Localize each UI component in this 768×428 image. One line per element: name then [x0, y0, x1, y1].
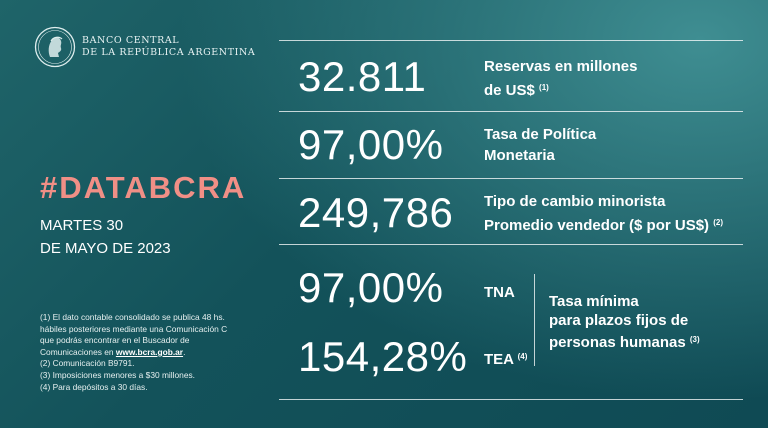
tasa-politica-label-line2: Monetaria	[484, 147, 555, 164]
plazos-fijos-line2: para plazos fijos de	[549, 312, 689, 329]
plazos-fijos-line1: Tasa mínima	[549, 293, 639, 310]
bcra-website-link[interactable]: www.bcra.gob.ar	[115, 346, 184, 357]
footnote-4: (4) Para depósitos a 30 días.	[40, 381, 148, 392]
footnote-1-suffix: .	[183, 346, 186, 357]
reservas-value: 32.811	[298, 53, 427, 100]
bcra-logo: BANCO CENTRAL DE LA REPÚBLICA ARGENTINA	[34, 26, 255, 68]
reservas-label-line1: Reservas en millones	[484, 58, 638, 75]
plazos-fijos-line3-text: personas humanas	[549, 334, 686, 351]
footnote-1-line4: Comunicaciones en www.bcra.gob.ar.	[40, 347, 265, 359]
divider-top	[279, 40, 743, 41]
tipo-cambio-note: (2)	[713, 218, 723, 227]
divider-2	[279, 178, 743, 179]
tasa-politica-value: 97,00%	[298, 121, 444, 168]
bcra-name-line1: BANCO CENTRAL	[82, 35, 180, 46]
footnote-1-line3: que podrás encontrar en el Buscador de	[40, 335, 190, 346]
tna-label: TNA	[484, 284, 515, 301]
plazos-fijos-note: (3)	[689, 335, 700, 344]
reservas-label: Reservas en millones de US$ (1)	[484, 56, 637, 101]
plazos-fijos-line3: personas humanas (3)	[549, 330, 700, 352]
tea-label-text: TEA	[484, 351, 514, 368]
divider-3	[279, 244, 743, 245]
tna-value: 97,00%	[298, 264, 444, 311]
reservas-note: (1)	[539, 83, 549, 92]
tipo-cambio-value: 249,786	[298, 189, 454, 236]
tipo-cambio-label: Tipo de cambio minorista Promedio vended…	[484, 191, 723, 236]
divider-1	[279, 111, 743, 112]
footnotes: (1) El dato contable consolidado se publ…	[40, 312, 265, 393]
tea-label: TEA (4)	[484, 346, 527, 370]
footnote-1-line2: hábiles posteriores mediante una Comunic…	[40, 323, 228, 334]
plazos-fijos-label: Tasa mínima para plazos fijos de persona…	[549, 292, 700, 352]
footnote-3: (3) Imposiciones menores a $30 millones.	[40, 369, 196, 380]
divider-bottom	[279, 399, 743, 400]
footnote-1-prefix: Comunicaciones en	[40, 346, 114, 357]
footnote-2: (2) Comunicación B9791.	[40, 358, 135, 369]
tipo-cambio-label-line2: Promedio vendedor ($ por US$) (2)	[484, 212, 723, 236]
bcra-seal-icon	[34, 26, 76, 68]
footnote-1-line1: (1) El dato contable consolidado se publ…	[40, 312, 225, 322]
tea-note: (4)	[517, 352, 528, 361]
bcra-name-line2: DE LA REPÚBLICA ARGENTINA	[82, 47, 256, 58]
bcra-name: BANCO CENTRAL DE LA REPÚBLICA ARGENTINA	[82, 35, 255, 59]
tea-value: 154,28%	[298, 333, 468, 380]
tipo-cambio-label-line2-text: Promedio vendedor ($ por US$)	[484, 217, 710, 234]
tasa-politica-label: Tasa de Política Monetaria	[484, 124, 596, 166]
reservas-label-line2-text: de US$	[484, 82, 535, 99]
date-line1: MARTES 30	[40, 217, 124, 234]
reservas-label-line2: de US$ (1)	[484, 77, 637, 101]
rates-vertical-divider	[534, 274, 535, 366]
date-block: MARTES 30 DE MAYO DE 2023	[40, 214, 171, 260]
tipo-cambio-label-line1: Tipo de cambio minorista	[484, 193, 666, 210]
date-line2: DE MAYO DE 2023	[40, 240, 171, 257]
hashtag-title: #DATABCRA	[40, 170, 247, 205]
tasa-politica-label-line1: Tasa de Política	[484, 126, 597, 143]
